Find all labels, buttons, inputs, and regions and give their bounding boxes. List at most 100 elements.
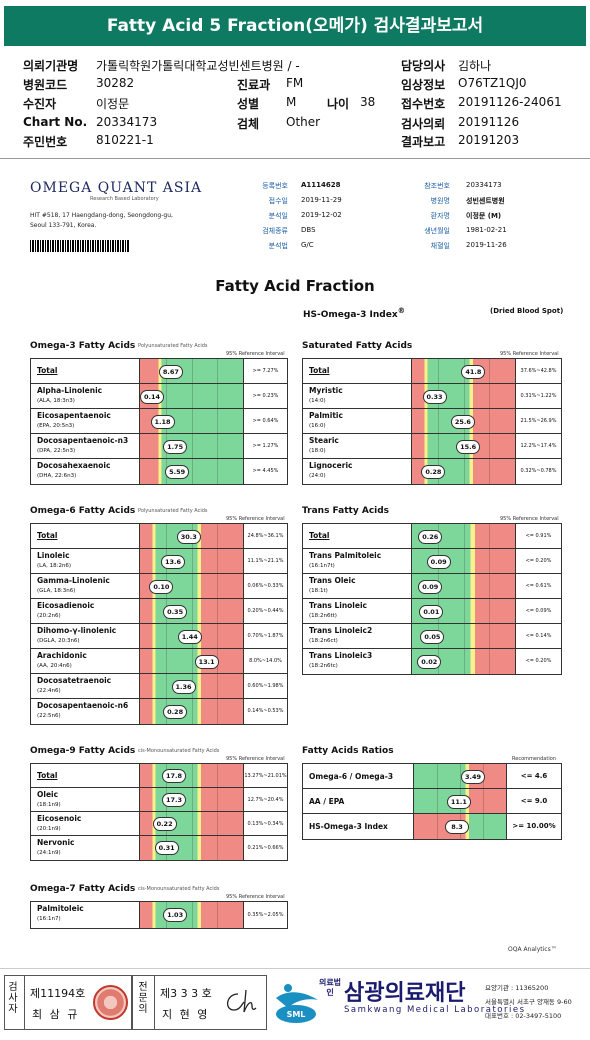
info-label: 분석법 — [268, 242, 288, 250]
info-value: 성빈센트병원 — [466, 197, 505, 205]
table-row: Total 41.8 37.6%~42.8% — [303, 359, 561, 384]
value-marker: 1.44 — [177, 629, 202, 644]
analyte-name: Alpha-Linolenic — [37, 386, 103, 395]
result-bar: 0.35 — [139, 599, 244, 623]
info-label: 등록번호 — [262, 182, 288, 190]
bar-gridline — [217, 549, 219, 573]
table-row: Palmitic (16:0) 25.6 21.5%~26.9% — [303, 409, 561, 434]
analyte-subname: (16:0) — [309, 423, 326, 429]
oqa-analytics: OQA Analytics™ — [508, 946, 557, 953]
reference-range: 0.32%~0.78% — [520, 468, 557, 474]
analyte-name: Docosapentaenoic-n6 — [37, 701, 129, 710]
reference-range: 11.1%~21.1% — [247, 558, 284, 564]
field-value: 20191203 — [458, 133, 520, 147]
bar-gridline — [463, 549, 465, 573]
section-subtitle: Polyunsaturated Fatty Acids — [138, 343, 208, 349]
info-label: 접수일 — [268, 197, 288, 205]
analyte-subname: (20:1n9) — [37, 826, 61, 832]
result-bar: 0.14 — [139, 384, 244, 408]
reference-range: 0.06%~0.33% — [247, 583, 284, 589]
table-row: Lignoceric (24:0) 0.28 0.32%~0.78% — [303, 459, 561, 484]
bar-gridline — [217, 434, 219, 458]
specialist-label: 전문의 — [138, 982, 148, 1015]
analyte-subname: (LA, 18:2n6) — [37, 563, 72, 569]
table-row: Omega-6 / Omega-3 3.49 <= 4.6 — [303, 764, 561, 789]
value-marker: 0.14 — [140, 389, 164, 404]
specialist-name: 지 현 영 — [162, 1008, 210, 1021]
result-bar: 0.31 — [139, 836, 244, 860]
table-row: Trans Linoleic2 (18:2n6ct) 0.05 <= 0.14% — [303, 624, 561, 649]
info-value: 2019-11-29 — [301, 196, 342, 204]
value-marker: 5.59 — [165, 464, 190, 479]
value-marker: 0.35 — [163, 604, 188, 619]
field-label: 수진자 — [23, 97, 57, 111]
contact-line: 요양기관 : 11365200 — [485, 984, 549, 992]
info-label: 병원명 — [430, 197, 450, 205]
seal-icon — [93, 985, 128, 1020]
table-row: Total 17.8 13.27%~21.01% — [31, 764, 287, 788]
bar-gridline — [437, 434, 439, 458]
bar-gridline — [191, 599, 193, 623]
info-value: 2019-12-02 — [301, 211, 342, 219]
table-row: Stearic (18:0) 15.6 12.2%~17.4% — [303, 434, 561, 459]
bar-gridline — [191, 384, 193, 408]
result-bar: 13.6 — [139, 549, 244, 573]
footer-divider — [0, 968, 590, 969]
analyte-subname: (24:0) — [309, 473, 326, 479]
bar-gridline — [489, 599, 491, 623]
result-bar: 0.28 — [411, 459, 516, 484]
analyte-name: Lignoceric — [309, 461, 353, 470]
value-marker: 0.28 — [163, 704, 188, 719]
bar-gridline — [463, 624, 465, 648]
section-title: Trans Fatty Acids — [302, 506, 390, 516]
value-marker: 1.03 — [163, 908, 188, 922]
value-marker: 41.8 — [461, 364, 486, 379]
bar-gridline — [483, 789, 484, 813]
table-row: Nervonic (24:1n9) 0.31 0.21%~0.66% — [31, 836, 287, 860]
analyte-name: Myristic — [309, 386, 343, 395]
reference-range: 0.14%~0.53% — [247, 708, 284, 714]
results-table: Total 17.8 13.27%~21.01% Oleic (18:1n9) 17.3 1… — [30, 763, 288, 861]
reference-range: >= 4.45% — [252, 468, 279, 474]
bar-gridline — [489, 359, 491, 383]
table-row: Alpha-Linolenic (ALA, 18:3n3) 0.14 >= 0.23% — [31, 384, 287, 409]
analyte-subname: (18:2n6ct) — [309, 638, 338, 644]
value-marker: 0.33 — [422, 389, 447, 404]
analyte-subname: (ALA, 18:3n3) — [37, 398, 75, 404]
bar-gridline — [191, 812, 193, 835]
hs-index-heading: HS-Omega-3 Index® — [303, 306, 405, 320]
results-table: Total 30.3 24.8%~36.1% Linoleic (LA, 18:2n6)… — [30, 523, 288, 725]
reference-range: 0.60%~1.98% — [247, 683, 284, 689]
reference-range: 12.2%~17.4% — [520, 443, 557, 449]
field-value: O76TZ1QJ0 — [458, 76, 527, 90]
reference-range: <= 0.14% — [525, 633, 552, 639]
section-title: Omega-6 Fatty Acids — [30, 506, 136, 516]
reference-range: >= 10.00% — [512, 822, 556, 830]
examiner-label: 검사자 — [8, 982, 18, 1015]
value-marker: 3.49 — [461, 769, 485, 784]
bar-gridline — [191, 434, 193, 458]
result-bar: 15.6 — [411, 434, 516, 458]
field-label: 접수번호 — [401, 97, 446, 111]
info-value: 1981-02-21 — [466, 226, 507, 234]
result-bar: 17.3 — [139, 788, 244, 811]
analyte-subname: (24:1n9) — [37, 850, 61, 856]
analyte-name: Stearic — [309, 436, 339, 445]
analyte-name: Dihomo-γ-linolenic — [37, 626, 117, 635]
reference-range: 0.21%~0.66% — [247, 845, 284, 851]
results-table: Total 41.8 37.6%~42.8% Myristic (14:0) 0.33 0.… — [302, 358, 562, 485]
analyte-name: Trans Linoleic3 — [309, 651, 373, 660]
reference-range: 24.8%~36.1% — [247, 533, 284, 539]
field-label: 임상정보 — [401, 78, 446, 92]
value-marker: 1.36 — [171, 679, 196, 694]
results-table: Omega-6 / Omega-3 3.49 <= 4.6 AA / EPA 11.1 <… — [302, 763, 562, 840]
table-row: Dihomo-γ-linolenic (DGLA, 20:3n6) 1.44 0.70… — [31, 624, 287, 649]
table-row: Docosapentaenoic-n6 (22:5n6) 0.28 0.14%~0.5… — [31, 699, 287, 724]
analyte-name: Docosapentaenoic-n3 — [37, 436, 129, 445]
report-title: Fatty Acid 5 Fraction(오메가) 검사결과보고서 — [4, 6, 586, 46]
analyte-name: AA / EPA — [309, 797, 345, 806]
barcode — [30, 240, 130, 252]
analyte-name: Linoleic — [37, 551, 70, 560]
result-bar: 0.22 — [139, 812, 244, 835]
corp-name: 삼광의료재단 — [344, 981, 466, 1006]
